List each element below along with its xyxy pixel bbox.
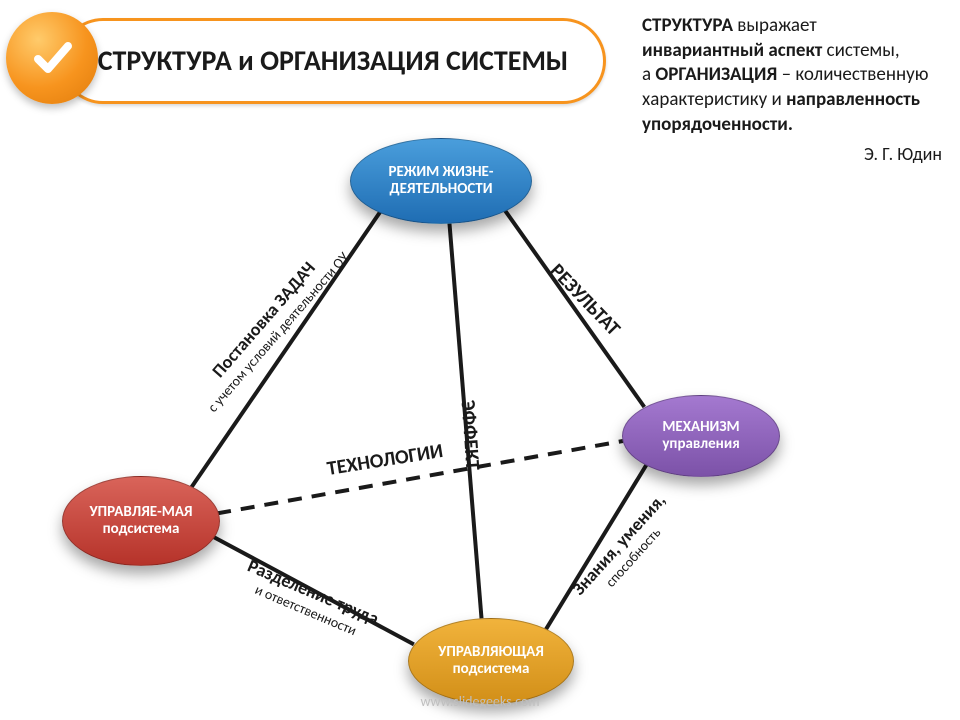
node-label: УПРАВЛЯЕ-МАЯ подсистема bbox=[63, 502, 219, 541]
check-icon bbox=[26, 32, 78, 84]
node-label: РЕЖИМ ЖИЗНЕ-ДЕЯТЕЛЬНОСТИ bbox=[351, 162, 531, 201]
title-pill: СТРУКТУРА и ОРГАНИЗАЦИЯ СИСТЕМЫ bbox=[60, 18, 606, 104]
page-title: СТРУКТУРА и ОРГАНИЗАЦИЯ СИСТЕМЫ bbox=[98, 45, 569, 77]
quote-text: СТРУКТУРА выражает инвариантный аспект с… bbox=[642, 14, 933, 136]
node-right: МЕХАНИЗМ управления bbox=[622, 395, 780, 477]
diagram: РЕЖИМ ЖИЗНЕ-ДЕЯТЕЛЬНОСТИ МЕХАНИЗМ управле… bbox=[40, 120, 800, 700]
watermark: www.slidegeeks.com bbox=[0, 693, 960, 710]
node-label: МЕХАНИЗМ управления bbox=[623, 417, 779, 456]
check-badge bbox=[6, 12, 98, 104]
node-top: РЕЖИМ ЖИЗНЕ-ДЕЯТЕЛЬНОСТИ bbox=[350, 138, 532, 224]
edge-label-2: ЭФФЕКТ bbox=[456, 399, 485, 471]
node-bottom: УПРАВЛЯЮЩАЯ подсистема bbox=[408, 618, 574, 704]
node-label: УПРАВЛЯЮЩАЯ подсистема bbox=[409, 642, 573, 681]
node-left: УПРАВЛЯЕ-МАЯ подсистема bbox=[62, 476, 220, 566]
